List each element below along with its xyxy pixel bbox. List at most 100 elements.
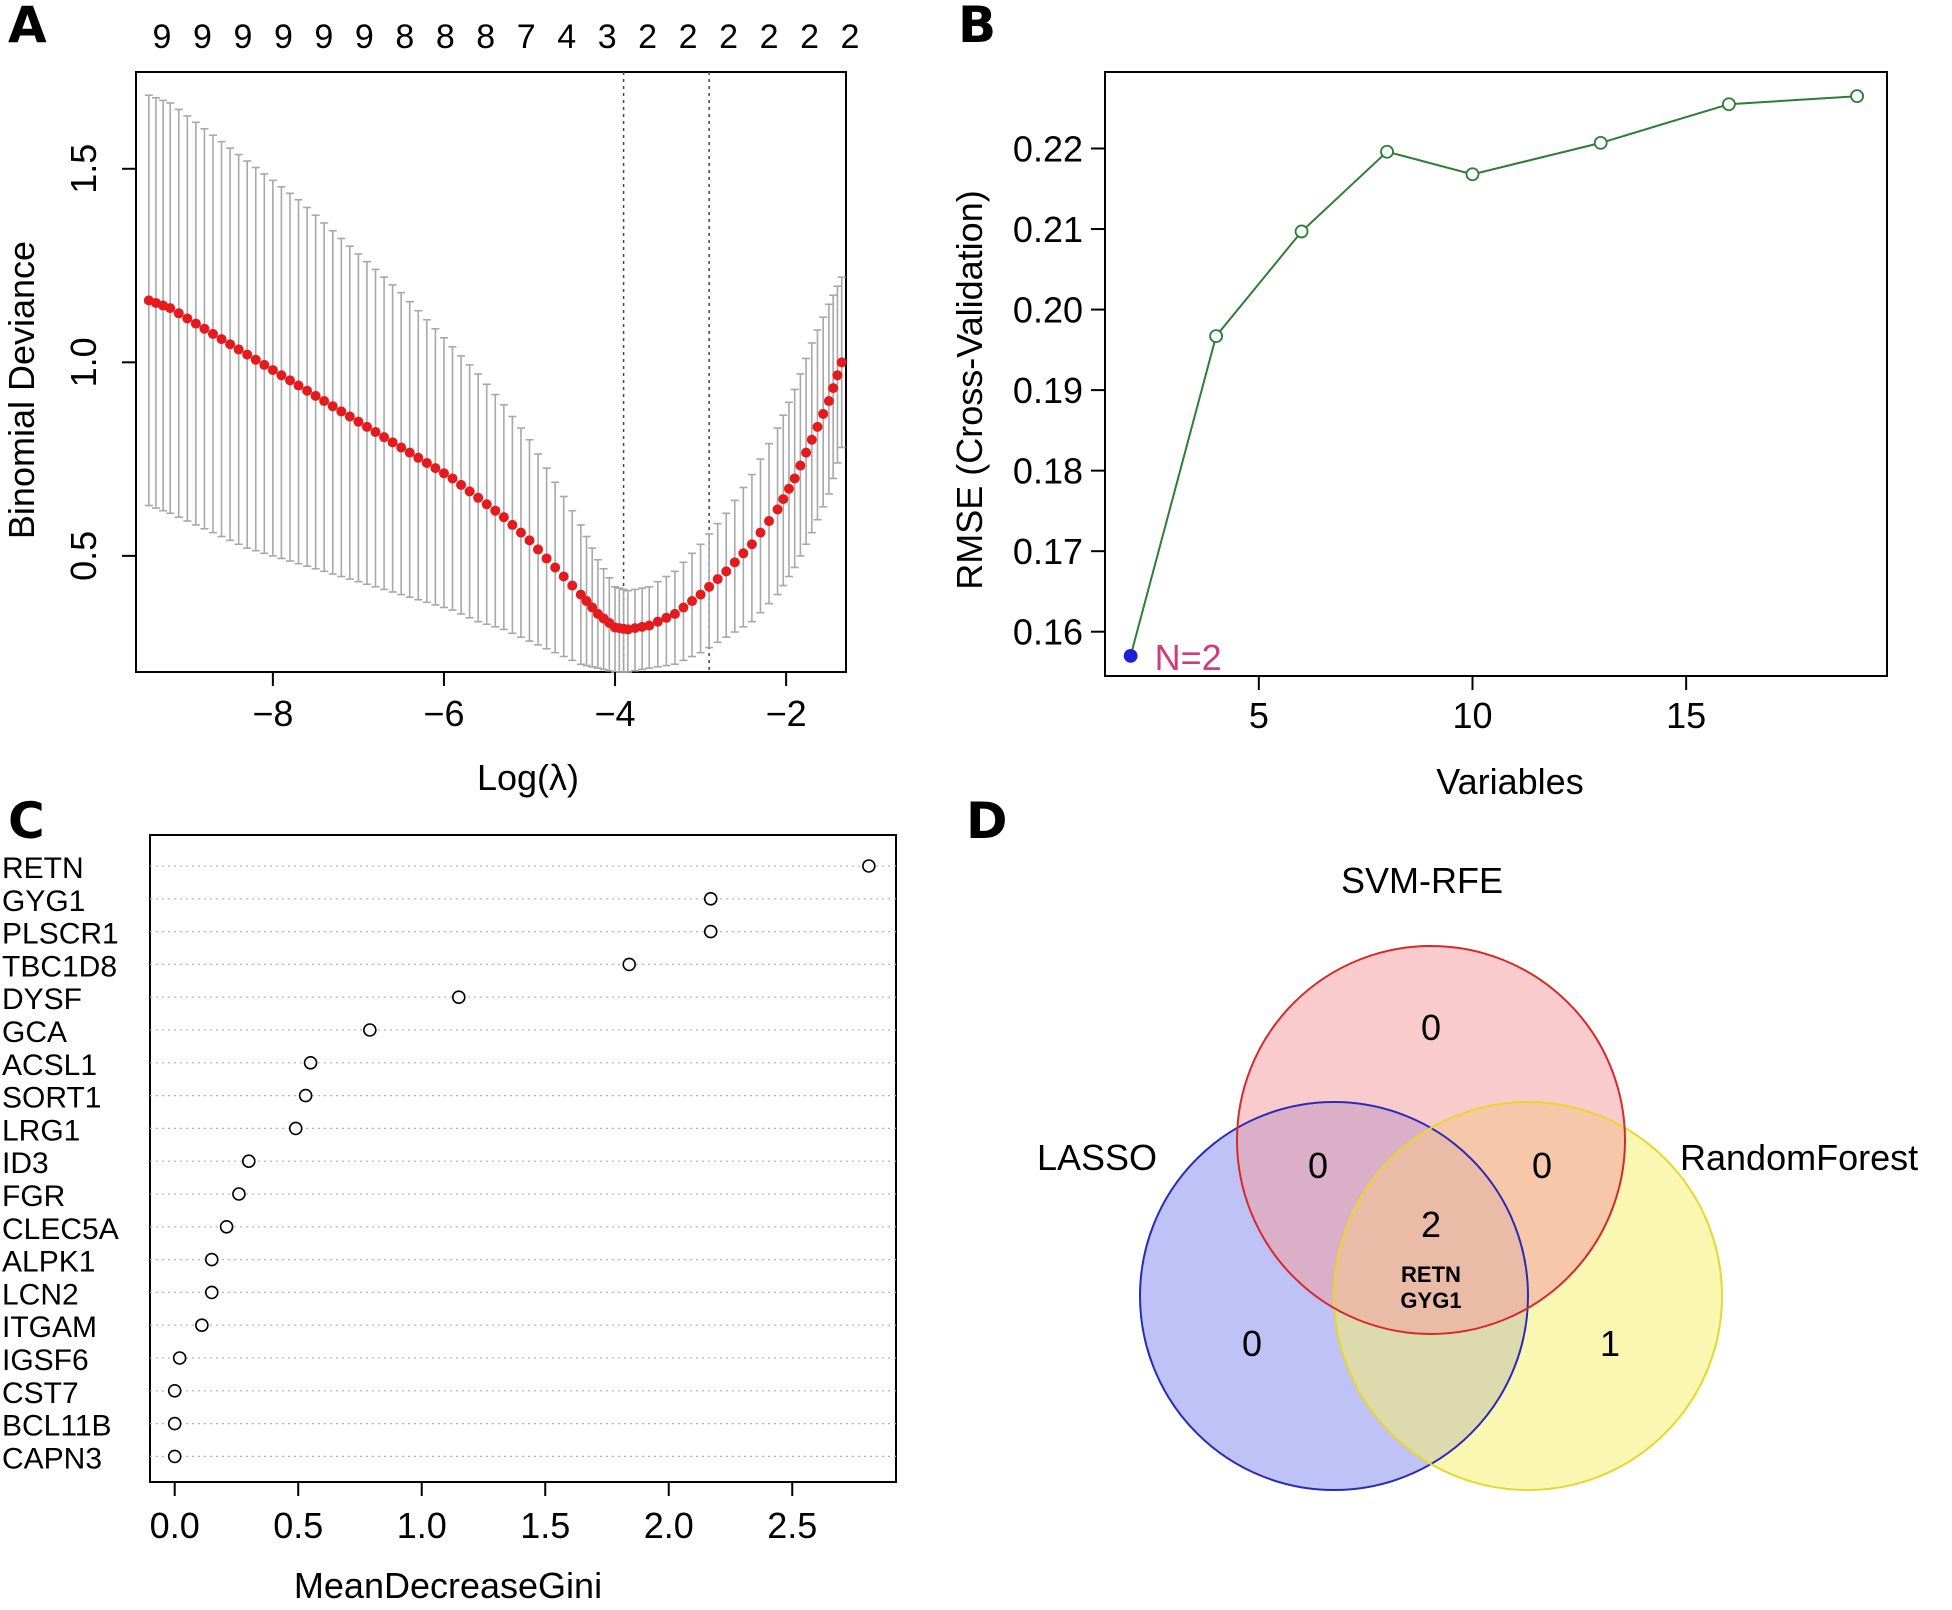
panel-a-point xyxy=(652,616,663,627)
panel-a-point xyxy=(687,596,698,607)
panel-a-point xyxy=(812,421,823,432)
panel-a-point xyxy=(832,370,843,381)
panel-a-point xyxy=(413,452,424,463)
panel-a-top-count: 8 xyxy=(476,18,495,56)
panel-a-point xyxy=(567,580,578,591)
panel-a-point xyxy=(404,447,415,458)
venn-label-svm-rfe: SVM-RFE xyxy=(1341,860,1503,901)
panel-a-point xyxy=(678,602,689,613)
panel-a-y-label: Binomial Deviance xyxy=(1,241,42,539)
panel-d-venn: SVM-RFE LASSO RandomForest 0 0 0 2 0 1 R… xyxy=(1037,860,1918,1491)
panel-a-point xyxy=(319,396,330,407)
panel-a-point xyxy=(481,499,492,510)
panel-a-point xyxy=(575,589,586,600)
panel-c-x-label: MeanDecreaseGini xyxy=(294,1565,602,1606)
panel-a-point xyxy=(644,620,655,631)
venn-svm-rfe-outline xyxy=(1236,945,1626,1335)
panel-b-y-tick-label: 0.20 xyxy=(1013,290,1083,331)
panel-a-top-count: 2 xyxy=(719,18,738,56)
panel-c-point xyxy=(288,1121,303,1136)
panel-c-gene-label: BCL11B xyxy=(2,1410,112,1443)
panel-a-point xyxy=(421,457,432,468)
venn-label-lasso: LASSO xyxy=(1037,1137,1157,1178)
panel-a-point xyxy=(490,505,501,516)
panel-c-point xyxy=(204,1285,219,1300)
panel-a-point xyxy=(267,365,278,376)
panel-a-point xyxy=(361,421,372,432)
venn-label-randomforest: RandomForest xyxy=(1680,1137,1918,1178)
panel-a-top-count: 2 xyxy=(800,18,819,56)
panel-a-top-count: 2 xyxy=(638,18,657,56)
panel-a-point xyxy=(370,427,381,437)
panel-a-point xyxy=(801,447,812,458)
panel-a-top-count: 9 xyxy=(314,18,333,56)
panel-c-gene-label: DYSF xyxy=(2,983,82,1016)
panel-label-b: B xyxy=(958,0,996,54)
panel-b-y-axis: 0.16 0.17 0.18 0.19 0.20 0.21 0.22 xyxy=(1013,129,1105,653)
panel-c-gene-label: SORT1 xyxy=(2,1082,101,1115)
panel-c-point xyxy=(167,1384,182,1398)
panel-c-gene-label: FGR xyxy=(2,1180,65,1213)
panel-b-point xyxy=(1850,89,1864,104)
panel-a-point xyxy=(746,539,757,550)
panel-a-point xyxy=(216,334,227,345)
panel-a-point xyxy=(550,562,561,573)
panel-a-point xyxy=(225,339,236,350)
panel-a-point xyxy=(293,380,304,391)
panel-a-point xyxy=(823,396,834,407)
panel-a-point xyxy=(447,473,458,484)
panel-c-x-tick-label: 2.0 xyxy=(644,1505,694,1546)
panel-c-point xyxy=(303,1056,318,1070)
panel-c-gene-label: TBC1D8 xyxy=(2,950,117,983)
panel-a-top-count: 2 xyxy=(841,18,860,56)
panel-a-point xyxy=(173,308,184,319)
panel-label-a: A xyxy=(8,0,47,54)
panel-a-top-count: 9 xyxy=(233,18,252,56)
panel-c-point xyxy=(232,1187,246,1201)
panel-b-y-label: RMSE (Cross-Validation) xyxy=(949,190,990,589)
panel-c-point xyxy=(195,1318,209,1332)
panel-a-point xyxy=(778,494,789,505)
panel-c-point xyxy=(703,891,718,906)
panel-c-point xyxy=(363,1023,377,1037)
panel-a-top-count: 2 xyxy=(679,18,698,56)
panel-a-point xyxy=(438,468,449,479)
panel-label-d: D xyxy=(966,792,1008,850)
panel-a-point xyxy=(738,548,749,559)
panel-c-rows: RETNGYG1PLSCR1TBC1D8DYSFGCAACSL1SORT1LRG… xyxy=(2,852,896,1475)
panel-a-top-count: 8 xyxy=(395,18,414,56)
panel-b-y-tick-label: 0.19 xyxy=(1013,370,1083,411)
panel-a-point xyxy=(507,519,518,530)
panel-a-point xyxy=(587,602,598,613)
panel-a-point xyxy=(558,571,569,582)
panel-c-gene-label: RETN xyxy=(2,852,84,885)
panel-a-point xyxy=(533,544,544,555)
panel-a-y-axis: 0.5 1.0 1.5 xyxy=(63,144,136,581)
panel-a-point xyxy=(795,460,806,471)
panel-a-point xyxy=(772,504,783,515)
venn-count-svm-rf: 0 xyxy=(1532,1145,1552,1186)
panel-c-gene-label: IGSF6 xyxy=(2,1344,89,1377)
panel-a-points xyxy=(143,295,847,635)
panel-a-point xyxy=(473,492,484,503)
panel-a-point xyxy=(190,318,201,329)
panel-a-x-tick-label: −4 xyxy=(595,693,636,734)
panel-c-gene-label: GYG1 xyxy=(2,885,85,918)
venn-shared-gene-2: GYG1 xyxy=(1400,1288,1461,1313)
panel-c-x-tick-label: 0.5 xyxy=(273,1505,323,1546)
panel-b-y-tick-label: 0.17 xyxy=(1013,531,1083,572)
panel-a-top-count: 7 xyxy=(517,18,536,56)
panel-b-y-tick-label: 0.21 xyxy=(1013,209,1083,250)
panel-c-gene-label: LRG1 xyxy=(2,1114,80,1147)
panel-c-point xyxy=(622,957,637,972)
panel-a-point xyxy=(515,527,526,538)
panel-a-point xyxy=(353,416,364,427)
panel-a-x-axis: −8 −6 −4 −2 xyxy=(252,672,807,734)
panel-c-point xyxy=(204,1252,219,1267)
panel-a-point xyxy=(764,516,775,527)
panel-b-points xyxy=(1123,89,1864,663)
panel-a-top-count: 2 xyxy=(760,18,779,56)
